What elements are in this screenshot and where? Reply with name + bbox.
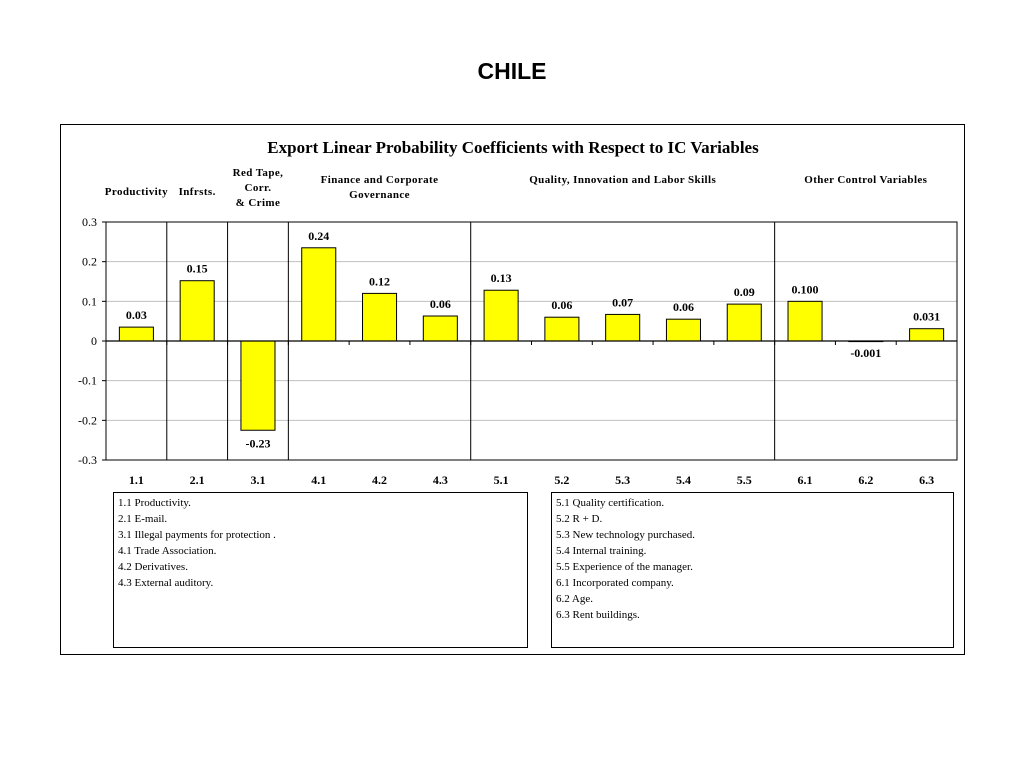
x-tick-label: 5.5 xyxy=(737,473,752,487)
note-item-right: 6.1 Incorporated company. xyxy=(556,577,674,589)
bar-2.1 xyxy=(179,280,215,342)
bar-4.2 xyxy=(362,292,398,342)
group-label: Other Control Variables xyxy=(804,174,927,186)
bar-5.4 xyxy=(665,318,701,342)
chart-frame: Export Linear Probability Coefficients w… xyxy=(60,124,965,655)
data-label: -0.001 xyxy=(850,346,881,360)
data-label: -0.23 xyxy=(245,436,270,450)
note-item-right: 5.5 Experience of the manager. xyxy=(556,561,693,573)
x-tick-label: 6.2 xyxy=(858,473,873,487)
bar-4.3 xyxy=(422,315,458,342)
group-label: Governance xyxy=(349,189,410,201)
x-tick-label: 5.1 xyxy=(494,473,509,487)
data-label: 0.100 xyxy=(792,282,819,296)
bar-chart: Export Linear Probability Coefficients w… xyxy=(78,138,958,487)
group-label: Finance and Corporate xyxy=(321,174,439,186)
bar-5.1 xyxy=(483,289,519,342)
x-tick-label: 6.1 xyxy=(798,473,813,487)
note-item-left: 1.1 Productivity. xyxy=(118,497,191,509)
note-item-right: 5.4 Internal training. xyxy=(556,545,647,557)
x-tick-label: 6.3 xyxy=(919,473,934,487)
y-tick-label: 0.1 xyxy=(82,294,97,308)
y-tick-label: -0.2 xyxy=(78,413,97,427)
notes-box-left: 1.1 Productivity. 2.1 E-mail. 3.1 Illegal … xyxy=(113,492,528,648)
note-item-left: 3.1 Illegal payments for protection . xyxy=(118,529,276,541)
x-tick-label: 4.1 xyxy=(311,473,326,487)
y-tick-label: 0.3 xyxy=(82,215,97,229)
x-tick-label: 1.1 xyxy=(129,473,144,487)
note-item-left: 2.1 E-mail. xyxy=(118,513,168,525)
bar-5.3 xyxy=(605,313,641,342)
bar-1.1 xyxy=(118,326,154,342)
x-tick-label: 3.1 xyxy=(250,473,265,487)
note-item-left: 4.1 Trade Association. xyxy=(118,545,217,557)
note-item-right: 5.1 Quality certification. xyxy=(556,497,665,509)
note-item-left: 4.2 Derivatives. xyxy=(118,561,188,573)
group-label: Corr. xyxy=(244,182,271,194)
data-label: 0.24 xyxy=(308,229,329,243)
bar-5.2 xyxy=(544,316,580,342)
group-label: Quality, Innovation and Labor Skills xyxy=(529,174,716,186)
bar-6.3 xyxy=(909,328,945,342)
y-tick-label: -0.3 xyxy=(78,453,97,467)
x-tick-label: 4.2 xyxy=(372,473,387,487)
x-tick-label: 2.1 xyxy=(190,473,205,487)
data-label: 0.06 xyxy=(551,298,572,312)
group-label: Infrsts. xyxy=(179,186,216,198)
data-label: 0.13 xyxy=(491,271,512,285)
notes-box-right: 5.1 Quality certification. 5.2 R + D. 5.3 … xyxy=(551,492,954,648)
data-label: 0.07 xyxy=(612,295,633,309)
data-label: 0.15 xyxy=(187,262,208,276)
data-label: 0.031 xyxy=(913,310,940,324)
x-tick-label: 5.2 xyxy=(554,473,569,487)
bar-5.5 xyxy=(726,303,762,342)
group-label: Productivity xyxy=(105,186,168,198)
note-item-right: 6.2 Age. xyxy=(556,593,593,605)
y-tick-label: 0.2 xyxy=(82,255,97,269)
note-item-right: 6.3 Rent buildings. xyxy=(556,609,640,621)
chart-title: Export Linear Probability Coefficients w… xyxy=(267,138,759,157)
note-item-right: 5.2 R + D. xyxy=(556,513,603,525)
bar-6.1 xyxy=(787,300,823,342)
y-tick-label: 0 xyxy=(91,334,97,348)
data-label: 0.06 xyxy=(430,297,451,311)
x-tick-label: 4.3 xyxy=(433,473,448,487)
bar-4.1 xyxy=(301,247,337,342)
slide-title: CHILE xyxy=(477,58,547,84)
data-label: 0.03 xyxy=(126,308,147,322)
group-label: Red Tape, xyxy=(233,167,284,179)
y-tick-label: -0.1 xyxy=(78,374,97,388)
x-tick-label: 5.3 xyxy=(615,473,630,487)
data-label: 0.09 xyxy=(734,285,755,299)
bar-3.1 xyxy=(240,340,276,431)
x-tick-label: 5.4 xyxy=(676,473,691,487)
data-label: 0.12 xyxy=(369,274,390,288)
note-item-right: 5.3 New technology purchased. xyxy=(556,529,695,541)
note-item-left: 4.3 External auditory. xyxy=(118,577,214,589)
group-label: & Crime xyxy=(236,197,281,209)
data-label: 0.06 xyxy=(673,300,694,314)
